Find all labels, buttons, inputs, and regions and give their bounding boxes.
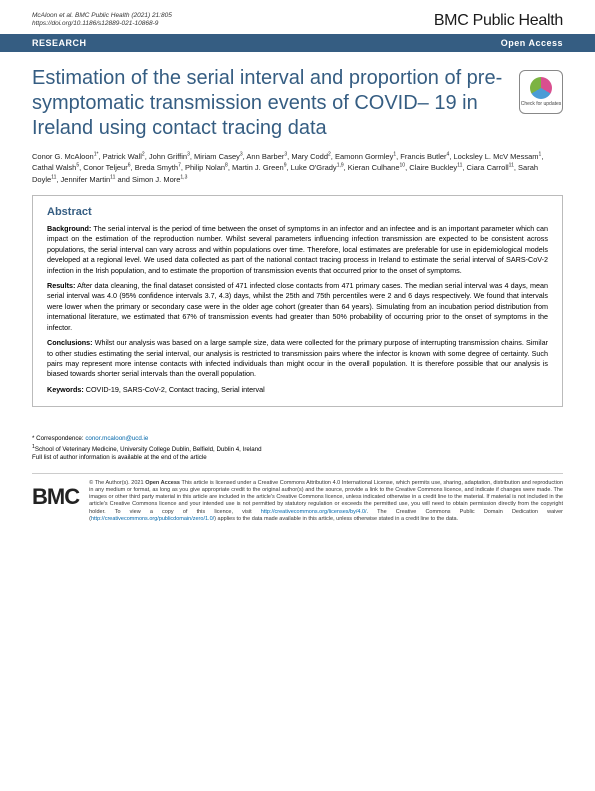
article-title: Estimation of the serial interval and pr… xyxy=(32,66,507,141)
correspondence-line: * Correspondence: conor.mcaloon@ucd.ie xyxy=(32,435,563,444)
conclusions-label: Conclusions: xyxy=(47,338,93,347)
article-type-banner: RESEARCH Open Access xyxy=(0,34,595,52)
check-updates-badge[interactable]: Check for updates xyxy=(519,70,563,114)
header-top: McAloon et al. BMC Public Health (2021) … xyxy=(0,0,595,34)
correspondence-note: Full list of author information is avail… xyxy=(32,454,563,463)
abstract-heading: Abstract xyxy=(47,206,548,218)
article-type: RESEARCH xyxy=(32,38,87,48)
citation-doi[interactable]: https://doi.org/10.1186/s12889-021-10868… xyxy=(32,20,172,28)
check-updates-label: Check for updates xyxy=(521,101,562,107)
background-label: Background: xyxy=(47,224,91,233)
abstract-conclusions: Conclusions: Whilst our analysis was bas… xyxy=(47,338,548,380)
open-access-label: Open Access xyxy=(501,38,563,48)
license-text: © The Author(s). 2021 Open Access This a… xyxy=(89,480,563,523)
results-text: After data cleaning, the final dataset c… xyxy=(47,281,548,332)
bmc-logo: BMC xyxy=(32,480,79,514)
title-block: Estimation of the serial interval and pr… xyxy=(0,52,595,145)
citation-line-1: McAloon et al. BMC Public Health (2021) … xyxy=(32,12,172,20)
crossmark-icon xyxy=(530,77,552,99)
correspondence-block: * Correspondence: conor.mcaloon@ucd.ie 1… xyxy=(0,407,595,467)
keywords-label: Keywords: xyxy=(47,385,84,394)
authors-list: Conor G. McAloon1*, Patrick Wall2, John … xyxy=(0,145,595,195)
keywords: Keywords: COVID-19, SARS-CoV-2, Contact … xyxy=(47,385,548,394)
journal-name: BMC Public Health xyxy=(434,12,563,30)
cc-waiver-link[interactable]: http://creativecommons.org/publicdomain/… xyxy=(91,516,214,522)
abstract-background: Background: The serial interval is the p… xyxy=(47,224,548,276)
conclusions-text: Whilst our analysis was based on a large… xyxy=(47,338,548,378)
correspondence-affiliation: 1School of Veterinary Medicine, Universi… xyxy=(32,444,563,455)
license-box: BMC © The Author(s). 2021 Open Access Th… xyxy=(32,473,563,523)
background-text: The serial interval is the period of tim… xyxy=(47,224,548,275)
results-label: Results: xyxy=(47,281,75,290)
keywords-text: COVID-19, SARS-CoV-2, Contact tracing, S… xyxy=(84,385,265,394)
citation: McAloon et al. BMC Public Health (2021) … xyxy=(32,12,172,29)
abstract-results: Results: After data cleaning, the final … xyxy=(47,281,548,333)
correspondence-label: * Correspondence: xyxy=(32,435,84,442)
abstract-box: Abstract Background: The serial interval… xyxy=(32,195,563,407)
correspondence-email[interactable]: conor.mcaloon@ucd.ie xyxy=(85,435,148,442)
cc-license-link[interactable]: http://creativecommons.org/licenses/by/4… xyxy=(261,509,367,515)
